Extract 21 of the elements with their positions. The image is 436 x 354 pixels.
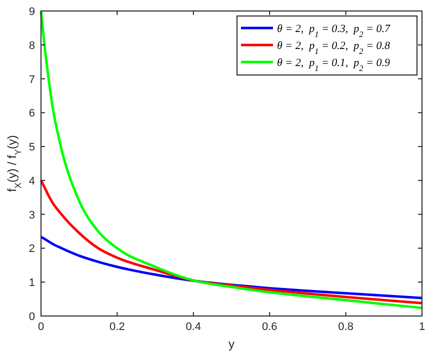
y-tick-label: 8 [28,40,35,52]
y-tick-label: 6 [28,108,35,120]
x-tick-label: 1 [418,321,426,333]
y-tick-label: 5 [28,142,35,154]
y-tick-label: 7 [28,74,35,86]
y-tick-label: 1 [28,277,35,290]
legend-label: θ = 2, p$_{1}$ = 0.3, p$_{2}$ = 0.7 [277,23,390,38]
y-tick-label: 9 [28,6,35,18]
x-axis-title: y [228,337,234,351]
y-tick-label: 0 [28,311,35,323]
x-tick-label: 0 [38,321,44,333]
legend-label: θ = 2, p$_{1}$ = 0.1, p$_{2}$ = 0.9 [277,57,390,72]
x-tick-label: 0.4 [186,321,202,333]
y-tick-label: 3 [28,209,35,222]
x-tick-label: 0.6 [262,321,278,333]
x-tick-label: 0.8 [338,321,354,333]
legend-label: θ = 2, p$_{1}$ = 0.2, p$_{2}$ = 0.8 [277,40,390,56]
line-series [40,10,424,310]
y-tick-label: 2 [28,243,35,256]
x-tick-label: 0.2 [110,321,125,333]
y-tick-label: 4 [28,175,35,188]
